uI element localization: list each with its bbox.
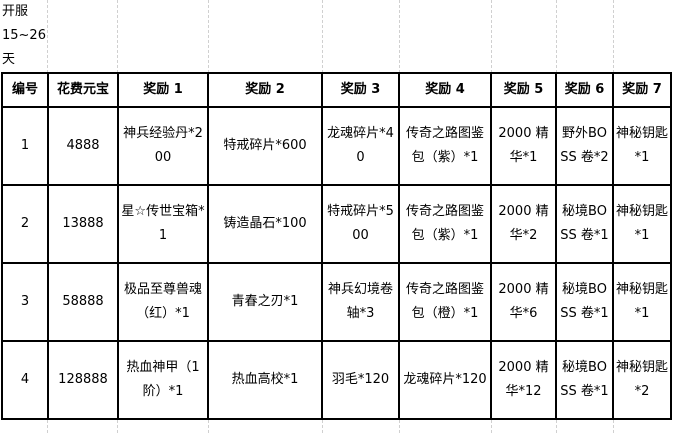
column-header[interactable]: 奖励 7 bbox=[612, 72, 672, 108]
table-cell[interactable]: 神兵经验丹*200 bbox=[117, 106, 209, 186]
reward-table: 编号 花费元宝 奖励 1 奖励 2 奖励 3 奖励 4 奖励 5 奖励 6 奖励 7 1 4888… bbox=[1, 72, 672, 420]
table-cell[interactable]: 2000 精华*1 bbox=[490, 106, 557, 186]
table-cell[interactable]: 128888 bbox=[47, 340, 119, 420]
table-cell[interactable]: 神秘钥匙*1 bbox=[612, 262, 672, 342]
table-cell[interactable]: 秘境BOSS 卷*1 bbox=[555, 184, 614, 264]
table-cell[interactable]: 羽毛*120 bbox=[321, 340, 400, 420]
column-header[interactable]: 奖励 2 bbox=[207, 72, 323, 108]
table-cell[interactable]: 野外BOSS 卷*2 bbox=[555, 106, 614, 186]
column-header[interactable]: 奖励 3 bbox=[321, 72, 400, 108]
table-row: 4 128888 热血神甲（1阶）*1 热血高校*1 羽毛*120 龙魂碎片*120 200… bbox=[1, 340, 672, 420]
table-cell[interactable]: 3 bbox=[1, 262, 49, 342]
column-header[interactable]: 奖励 1 bbox=[117, 72, 209, 108]
column-header[interactable]: 奖励 4 bbox=[398, 72, 492, 108]
table-cell[interactable]: 2000 精华*12 bbox=[490, 340, 557, 420]
column-header[interactable]: 奖励 5 bbox=[490, 72, 557, 108]
table-cell[interactable]: 58888 bbox=[47, 262, 119, 342]
table-cell[interactable]: 神秘钥匙*2 bbox=[612, 340, 672, 420]
table-cell[interactable]: 传奇之路图鉴包（紫）*1 bbox=[398, 184, 492, 264]
table-cell[interactable]: 2 bbox=[1, 184, 49, 264]
table-cell[interactable]: 传奇之路图鉴包（橙）*1 bbox=[398, 262, 492, 342]
table-cell[interactable]: 传奇之路图鉴包（紫）*1 bbox=[398, 106, 492, 186]
table-cell[interactable]: 4888 bbox=[47, 106, 119, 186]
table-cell[interactable]: 秘境BOSS 卷*1 bbox=[555, 262, 614, 342]
table-cell[interactable]: 龙魂碎片*40 bbox=[321, 106, 400, 186]
column-header[interactable]: 奖励 6 bbox=[555, 72, 614, 108]
table-cell[interactable]: 铸造晶石*100 bbox=[207, 184, 323, 264]
column-header[interactable]: 编号 bbox=[1, 72, 49, 108]
table-cell[interactable]: 龙魂碎片*120 bbox=[398, 340, 492, 420]
table-cell[interactable]: 特戒碎片*500 bbox=[321, 184, 400, 264]
table-cell[interactable]: 神秘钥匙*1 bbox=[612, 184, 672, 264]
table-row: 2 13888 星☆传世宝箱*1 铸造晶石*100 特戒碎片*500 传奇之路图鉴包（紫）… bbox=[1, 184, 672, 264]
table-cell[interactable]: 秘境BOSS 卷*1 bbox=[555, 340, 614, 420]
table-cell[interactable]: 青春之刃*1 bbox=[207, 262, 323, 342]
table-cell[interactable]: 2000 精华*2 bbox=[490, 184, 557, 264]
sheet-title-cell[interactable]: 开服15~26天 bbox=[2, 4, 46, 67]
table-cell[interactable]: 神秘钥匙*1 bbox=[612, 106, 672, 186]
table-cell[interactable]: 1 bbox=[1, 106, 49, 186]
table-cell[interactable]: 极品至尊兽魂（红）*1 bbox=[117, 262, 209, 342]
table-cell[interactable]: 特戒碎片*600 bbox=[207, 106, 323, 186]
table-cell[interactable]: 热血神甲（1阶）*1 bbox=[117, 340, 209, 420]
column-header[interactable]: 花费元宝 bbox=[47, 72, 119, 108]
table-cell[interactable]: 星☆传世宝箱*1 bbox=[117, 184, 209, 264]
table-cell[interactable]: 神兵幻境卷轴*3 bbox=[321, 262, 400, 342]
table-cell[interactable]: 13888 bbox=[47, 184, 119, 264]
table-row: 1 4888 神兵经验丹*200 特戒碎片*600 龙魂碎片*40 传奇之路图鉴包（紫）*… bbox=[1, 106, 672, 186]
header-row: 编号 花费元宝 奖励 1 奖励 2 奖励 3 奖励 4 奖励 5 奖励 6 奖励 7 bbox=[1, 72, 672, 108]
table-cell[interactable]: 4 bbox=[1, 340, 49, 420]
table-cell[interactable]: 2000 精华*6 bbox=[490, 262, 557, 342]
table-row: 3 58888 极品至尊兽魂（红）*1 青春之刃*1 神兵幻境卷轴*3 传奇之路图鉴包（橙… bbox=[1, 262, 672, 342]
table-cell[interactable]: 热血高校*1 bbox=[207, 340, 323, 420]
